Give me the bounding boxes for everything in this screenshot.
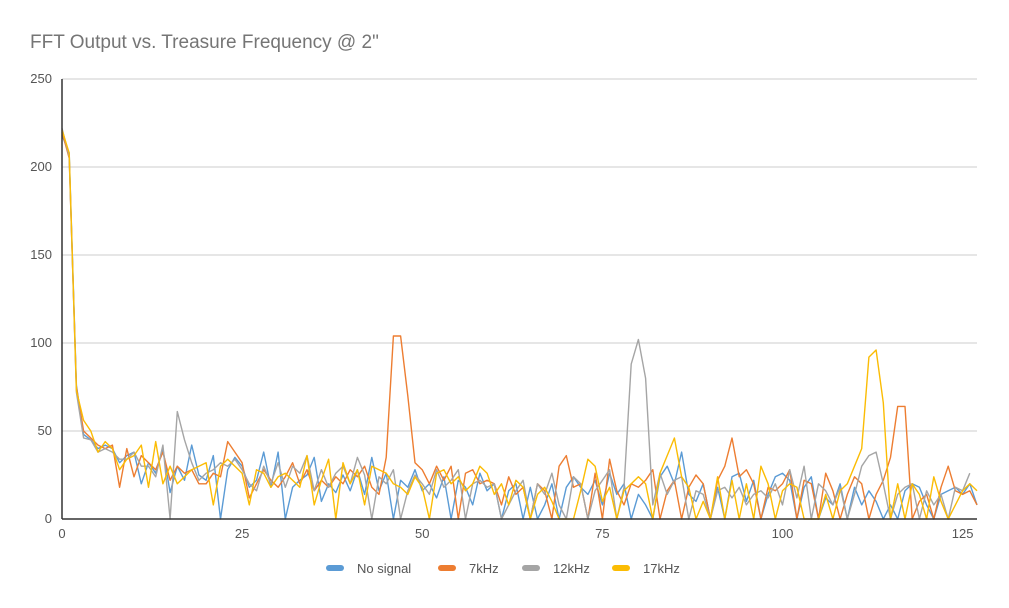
x-tick-label: 0 [58,526,65,541]
x-tick-label: 75 [595,526,609,541]
legend-swatch [438,565,456,571]
legend-swatch [522,565,540,571]
x-tick-label: 50 [415,526,429,541]
legend-swatch [326,565,344,571]
y-tick-label: 150 [30,247,52,262]
legend: No signal 7kHz 12kHz 17kHz [326,561,680,576]
series-line-1 [61,131,978,520]
legend-label: 7kHz [469,561,499,576]
y-tick-label: 50 [38,423,52,438]
y-tick-label: 100 [30,335,52,350]
legend-label: 12kHz [553,561,590,576]
axes [61,79,977,520]
y-tick-label: 200 [30,159,52,174]
legend-swatch [612,565,630,571]
series-line-2 [61,128,971,520]
legend-label: 17kHz [643,561,680,576]
y-tick-label: 0 [45,511,52,526]
series-line-3 [61,129,978,520]
x-tick-label: 125 [952,526,974,541]
legend-label: No signal [357,561,411,576]
series-line-0 [61,135,978,520]
series-lines [61,128,978,520]
chart-title: FFT Output vs. Treasure Frequency @ 2" [30,32,379,53]
gridlines [62,78,977,432]
x-tick-label: 25 [235,526,249,541]
x-tick-label: 100 [772,526,794,541]
y-tick-label: 250 [30,71,52,86]
axis-ticks: 0 50 100 150 200 250 0 25 50 75 100 125 [30,71,973,541]
